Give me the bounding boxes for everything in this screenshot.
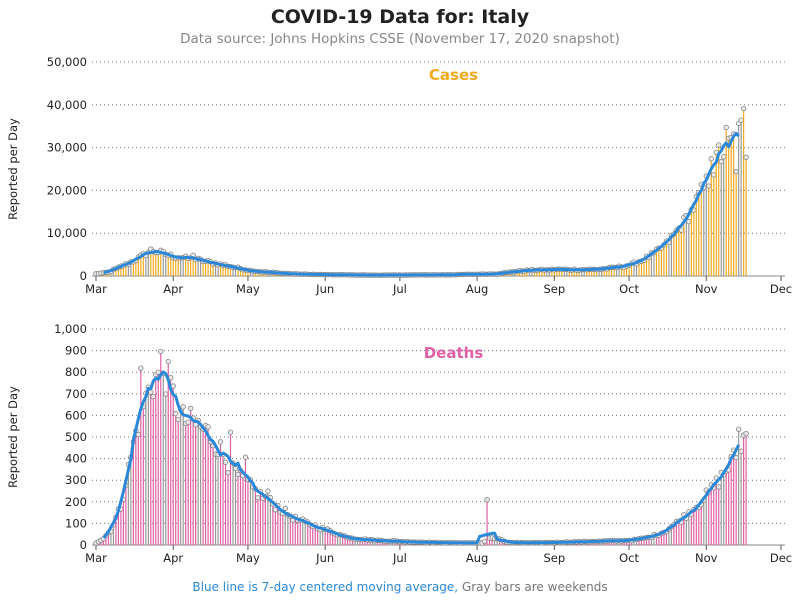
cases-point (718, 158, 724, 165)
deaths-point (736, 426, 742, 432)
deaths-point (738, 448, 744, 454)
deaths-point (180, 404, 186, 410)
deaths-ytick-label: 600 (65, 408, 87, 422)
cases-ylabel: Reported per Day (6, 118, 20, 220)
deaths-title: Deaths (424, 344, 484, 362)
cases-point (723, 124, 729, 131)
deaths-xtick-label: Mar (85, 551, 107, 565)
deaths-point (716, 484, 722, 490)
deaths-ytick-label: 0 (80, 538, 87, 552)
footnote: Blue line is 7-day centered moving avera… (0, 580, 800, 594)
footnote-moving-average: Blue line is 7-day centered moving avera… (192, 580, 459, 594)
deaths-point (138, 365, 144, 371)
deaths-ytick-label: 400 (65, 452, 87, 466)
deaths-point (205, 424, 211, 430)
deaths-point (173, 410, 179, 417)
cases-point (740, 105, 747, 112)
deaths-ytick-label: 500 (65, 430, 87, 444)
deaths-xtick-label: Jun (315, 551, 334, 565)
deaths-point (225, 470, 231, 476)
deaths-point (282, 505, 288, 511)
deaths-point (185, 419, 191, 425)
deaths-point (242, 454, 249, 460)
deaths-xtick-label: Apr (163, 551, 183, 565)
deaths-xtick-label: May (236, 551, 260, 565)
cases-xtick-label: Sep (543, 282, 565, 296)
chart-title: COVID-19 Data for: Italy (270, 6, 530, 28)
deaths-ytick-label: 300 (65, 473, 87, 487)
cases-point (733, 169, 739, 175)
cases-ytick-label: 10,000 (47, 226, 87, 240)
cases-point (711, 172, 717, 178)
cases-ytick-label: 50,000 (47, 55, 87, 69)
cases-point (716, 142, 722, 148)
deaths-point (481, 538, 488, 544)
deaths-xtick-label: Jul (392, 551, 407, 565)
deaths-point (265, 488, 271, 494)
cases-point (706, 183, 712, 189)
cases-point (738, 117, 744, 123)
deaths-point (217, 439, 224, 445)
chart-subtitle: Data source: Johns Hopkins CSSE (Novembe… (180, 31, 620, 47)
deaths-point (255, 495, 261, 501)
deaths-ytick-label: 200 (65, 495, 87, 509)
cases-xtick-label: Jun (315, 282, 334, 296)
cases-xtick-label: Oct (619, 282, 639, 296)
cases-panel: 0 10,000 20,000 30,000 40,000 50,000 Mar Apr May… (6, 55, 792, 296)
cases-xtick-label: Nov (695, 282, 718, 296)
deaths-point (484, 496, 490, 503)
deaths-point (188, 405, 194, 412)
deaths-ytick-label: 900 (65, 344, 87, 358)
footnote-weekends: Gray bars are weekends (461, 580, 608, 594)
deaths-point (232, 465, 239, 472)
cases-xtick-label: Aug (466, 282, 488, 296)
deaths-panel: 0 100 200 300 400 500 600 700 800 900 1,000 Mar Apr M… (6, 322, 792, 565)
cases-point (743, 154, 749, 160)
cases-point (721, 154, 727, 160)
deaths-ytick-label: 1,000 (54, 322, 87, 336)
deaths-xtick-label: Dec (770, 551, 792, 565)
cases-xtick-label: May (236, 282, 260, 296)
deaths-ylabel: Reported per Day (6, 386, 20, 488)
cases-ytick-label: 30,000 (47, 141, 87, 155)
deaths-ytick-label: 800 (65, 365, 87, 379)
deaths-ytick-label: 100 (65, 516, 87, 530)
deaths-point (743, 430, 749, 437)
deaths-xtick-label: Aug (466, 551, 488, 565)
cases-point (708, 156, 714, 162)
deaths-point (175, 416, 181, 423)
deaths-xtick-label: Nov (695, 551, 718, 565)
cases-xtick-label: Dec (770, 282, 792, 296)
cases-moving-average-line (103, 131, 740, 277)
cases-xtick-label: Mar (85, 282, 107, 296)
cases-xtick-label: Jul (392, 282, 407, 296)
cases-title: Cases (429, 66, 478, 84)
deaths-point (158, 348, 164, 355)
deaths-point (135, 431, 141, 438)
deaths-point (227, 429, 234, 435)
cases-ytick-label: 20,000 (47, 183, 87, 197)
deaths-xtick-label: Sep (543, 551, 565, 565)
deaths-point (165, 358, 171, 365)
deaths-point (222, 459, 229, 465)
deaths-point (150, 393, 156, 400)
deaths-moving-average-line (102, 370, 741, 545)
cases-ytick-label: 40,000 (47, 98, 87, 112)
cases-xtick-label: Apr (163, 282, 183, 296)
deaths-xtick-label: Oct (619, 551, 639, 565)
deaths-point (163, 391, 169, 397)
deaths-ytick-label: 700 (65, 387, 87, 401)
cases-ytick-label: 0 (80, 269, 87, 283)
